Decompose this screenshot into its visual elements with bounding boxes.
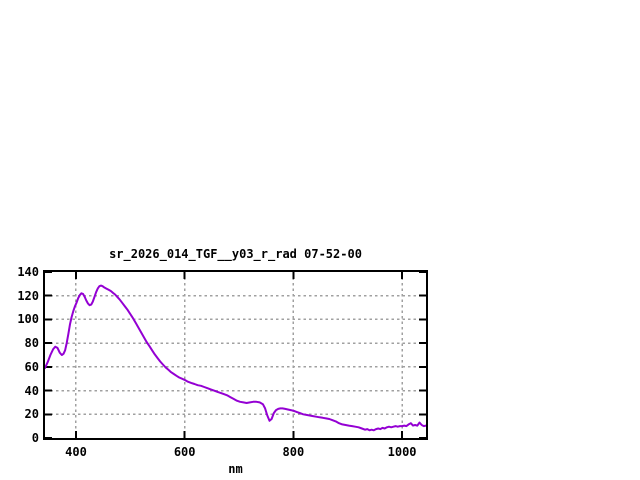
- x-tick-label: 400: [65, 445, 87, 459]
- x-tick-label: 1000: [387, 445, 417, 459]
- x-tick-label: 800: [282, 445, 305, 459]
- spectrum-plot: [45, 272, 426, 438]
- spectrum-curve: [45, 284, 426, 432]
- y-tick-label: 20: [24, 407, 39, 422]
- y-tick-label: 140: [17, 265, 39, 279]
- x-tick-label: 600: [173, 445, 196, 459]
- chart-title: sr_2026_014_TGF__y03_r_rad 07-52-00: [109, 247, 362, 261]
- plot-area: [43, 270, 428, 440]
- y-tick-label: 80: [24, 336, 39, 351]
- x-axis-label: nm: [228, 462, 243, 476]
- y-tick-label: 100: [17, 312, 39, 327]
- y-tick-label: 0: [31, 431, 39, 445]
- y-tick-label: 120: [17, 288, 39, 303]
- y-tick-label: 40: [24, 383, 39, 398]
- y-tick-label: 60: [24, 359, 39, 374]
